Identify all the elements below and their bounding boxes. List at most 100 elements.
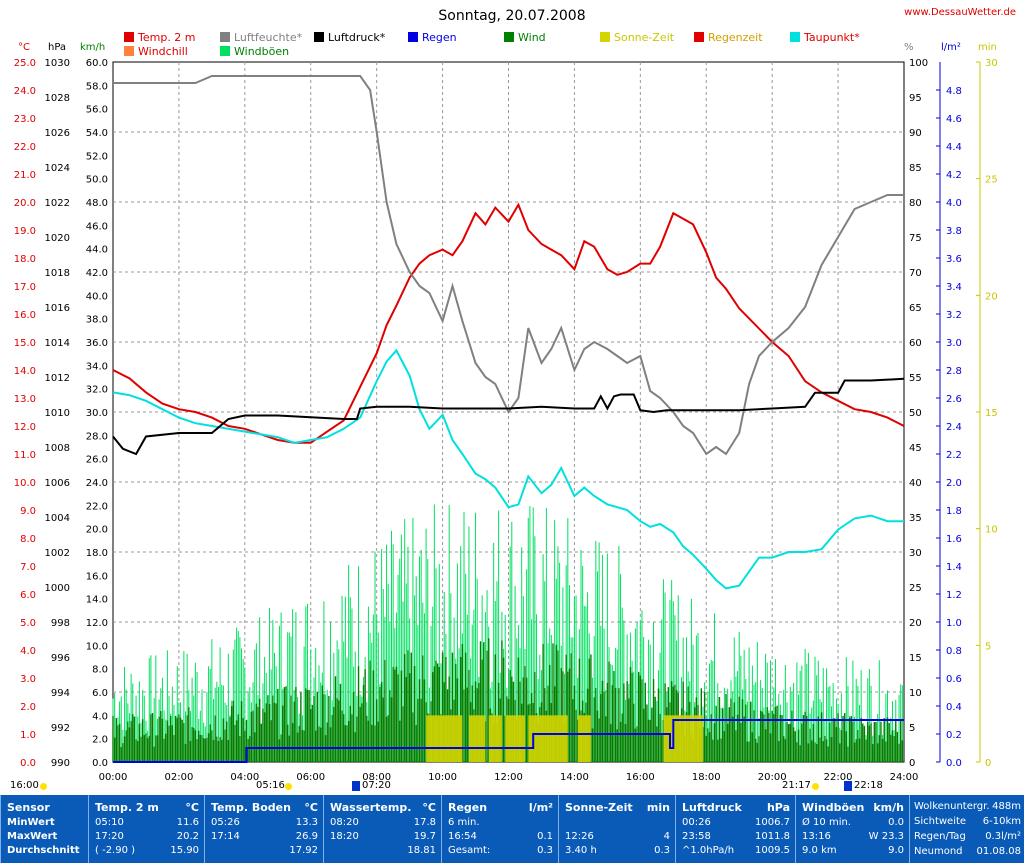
- rain-tick: 3.6: [946, 254, 962, 265]
- pressure-tick: 1004: [45, 513, 70, 524]
- pressure-tick: 1010: [45, 408, 70, 419]
- footer-value: 19.7: [413, 831, 436, 842]
- footer-label: 3.40 h: [565, 845, 597, 856]
- footer-label: 17:20: [95, 831, 124, 842]
- wind-tick: 28.0: [86, 431, 108, 442]
- footer-label: 08:20: [330, 817, 359, 828]
- legend-swatch: [124, 46, 134, 56]
- time-tick: 20:00: [758, 772, 787, 783]
- footer-head: Sensor: [7, 801, 50, 814]
- pressure-tick: 1008: [45, 443, 70, 454]
- footer-label: 05:10: [95, 817, 124, 828]
- footer-unit: km/h: [873, 801, 904, 814]
- sun-tick: 10: [985, 525, 998, 536]
- sunshine-bar: [505, 715, 525, 762]
- legend-swatch: [600, 32, 610, 42]
- footer-label: ^1.0hPa/h: [682, 845, 735, 856]
- footer-label: 00:26: [682, 817, 711, 828]
- sunset-time: 21:17: [782, 780, 811, 791]
- temp-tick: 1.0: [20, 730, 36, 741]
- sunshine-bar: [488, 715, 502, 762]
- pressure-tick: 990: [51, 758, 70, 769]
- temp-tick: 2.0: [20, 702, 36, 713]
- legend-label: Windböen: [234, 45, 289, 58]
- footer-col: Sonne-Zeit min 12:26 4 3.40 h 0.3: [558, 795, 676, 863]
- footer-value: 9.0: [888, 845, 904, 856]
- footer-value: 488m: [992, 801, 1021, 812]
- footer-col: Regen l/m² 6 min. 16:54 0.1 Gesamt: 0.3: [441, 795, 559, 863]
- footer-unit: hPa: [766, 801, 790, 814]
- temp-tick: 19.0: [14, 226, 36, 237]
- footer-label: Regen/Tag: [914, 831, 966, 842]
- wind-tick: 44.0: [86, 245, 108, 256]
- rain-tick: 2.4: [946, 422, 962, 433]
- wind-tick: 48.0: [86, 198, 108, 209]
- footer-value: W 23.3: [868, 831, 904, 842]
- temp-tick: 15.0: [14, 338, 36, 349]
- rain-tick: 3.4: [946, 282, 962, 293]
- series-taupunkt-: [112, 348, 904, 590]
- sunset-icon: [812, 783, 819, 790]
- wind-tick: 8.0: [92, 665, 108, 676]
- humidity-tick: 15: [909, 653, 922, 664]
- sun-unit: min: [978, 42, 997, 53]
- pressure-tick: 1014: [45, 338, 70, 349]
- footer-value: 15.90: [170, 845, 199, 856]
- footer-col: Temp. Boden °C 05:26 13.3 17:14 26.9 17.92: [204, 795, 324, 863]
- temp-tick: 7.0: [20, 562, 36, 573]
- temp-tick: 21.0: [14, 170, 36, 181]
- footer-label: 16:54: [448, 831, 477, 842]
- legend-swatch: [408, 32, 418, 42]
- footer-label: 9.0 km: [802, 845, 837, 856]
- footer-unit: l/m²: [528, 801, 553, 814]
- footer-col: Sensor MinWert MaxWert Durchschnitt: [0, 795, 89, 863]
- wind-tick: 52.0: [86, 151, 108, 162]
- pressure-tick: 1030: [45, 58, 70, 69]
- wind-tick: 34.0: [86, 361, 108, 372]
- temp-tick: 0.0: [20, 758, 36, 769]
- temp-tick: 24.0: [14, 86, 36, 97]
- footer-value: 17.92: [289, 845, 318, 856]
- footer-label: Durchschnitt: [7, 845, 80, 856]
- series-luftdruck-: [112, 377, 905, 456]
- rain-tick: 1.8: [946, 506, 962, 517]
- rain-tick: 4.4: [946, 142, 962, 153]
- wind-tick: 56.0: [86, 105, 108, 116]
- rain-tick: 0.0: [946, 758, 962, 769]
- sunrise-icon: [285, 783, 292, 790]
- legend-label: Wind: [518, 31, 546, 44]
- footer-value: 1011.8: [755, 831, 790, 842]
- footer-value: 13.3: [295, 817, 318, 828]
- sun-tick: 30: [985, 58, 998, 69]
- legend-label: Sonne-Zeit: [614, 31, 675, 44]
- humidity-tick: 35: [909, 513, 922, 524]
- footer-col: Luftdruck hPa 00:26 1006.7 23:58 1011.8 ^1.0hP…: [675, 795, 796, 863]
- footer-head: Luftdruck: [682, 801, 742, 814]
- footer-value: 17.8: [413, 817, 436, 828]
- pressure-unit: hPa: [48, 42, 66, 53]
- temp-tick: 17.0: [14, 282, 36, 293]
- temp-unit: °C: [18, 42, 30, 53]
- time-tick: 12:00: [494, 772, 523, 783]
- pressure-tick: 1020: [45, 233, 70, 244]
- footer-value: 0.0: [888, 817, 904, 828]
- legend-label: Luftfeuchte*: [234, 31, 303, 44]
- temp-tick: 13.0: [14, 394, 36, 405]
- humidity-tick: 85: [909, 163, 922, 174]
- humidity-tick: 55: [909, 373, 922, 384]
- rain-tick: 2.8: [946, 366, 962, 377]
- temp-tick: 3.0: [20, 674, 36, 685]
- legend-label: Taupunkt*: [803, 31, 860, 44]
- humidity-tick: 75: [909, 233, 922, 244]
- footer-unit: °C: [422, 801, 436, 814]
- footer-head: Sonne-Zeit: [565, 801, 633, 814]
- legend-label: Windchill: [138, 45, 188, 58]
- footer-label: Sichtweite: [914, 816, 967, 827]
- footer-value: 4: [663, 831, 670, 842]
- time-tick: 00:00: [99, 772, 128, 783]
- rain-tick: 0.4: [946, 702, 962, 713]
- wind-tick: 42.0: [86, 268, 108, 279]
- legend-swatch: [124, 32, 134, 42]
- sunshine-bar: [426, 715, 463, 762]
- rain-tick: 2.0: [946, 478, 962, 489]
